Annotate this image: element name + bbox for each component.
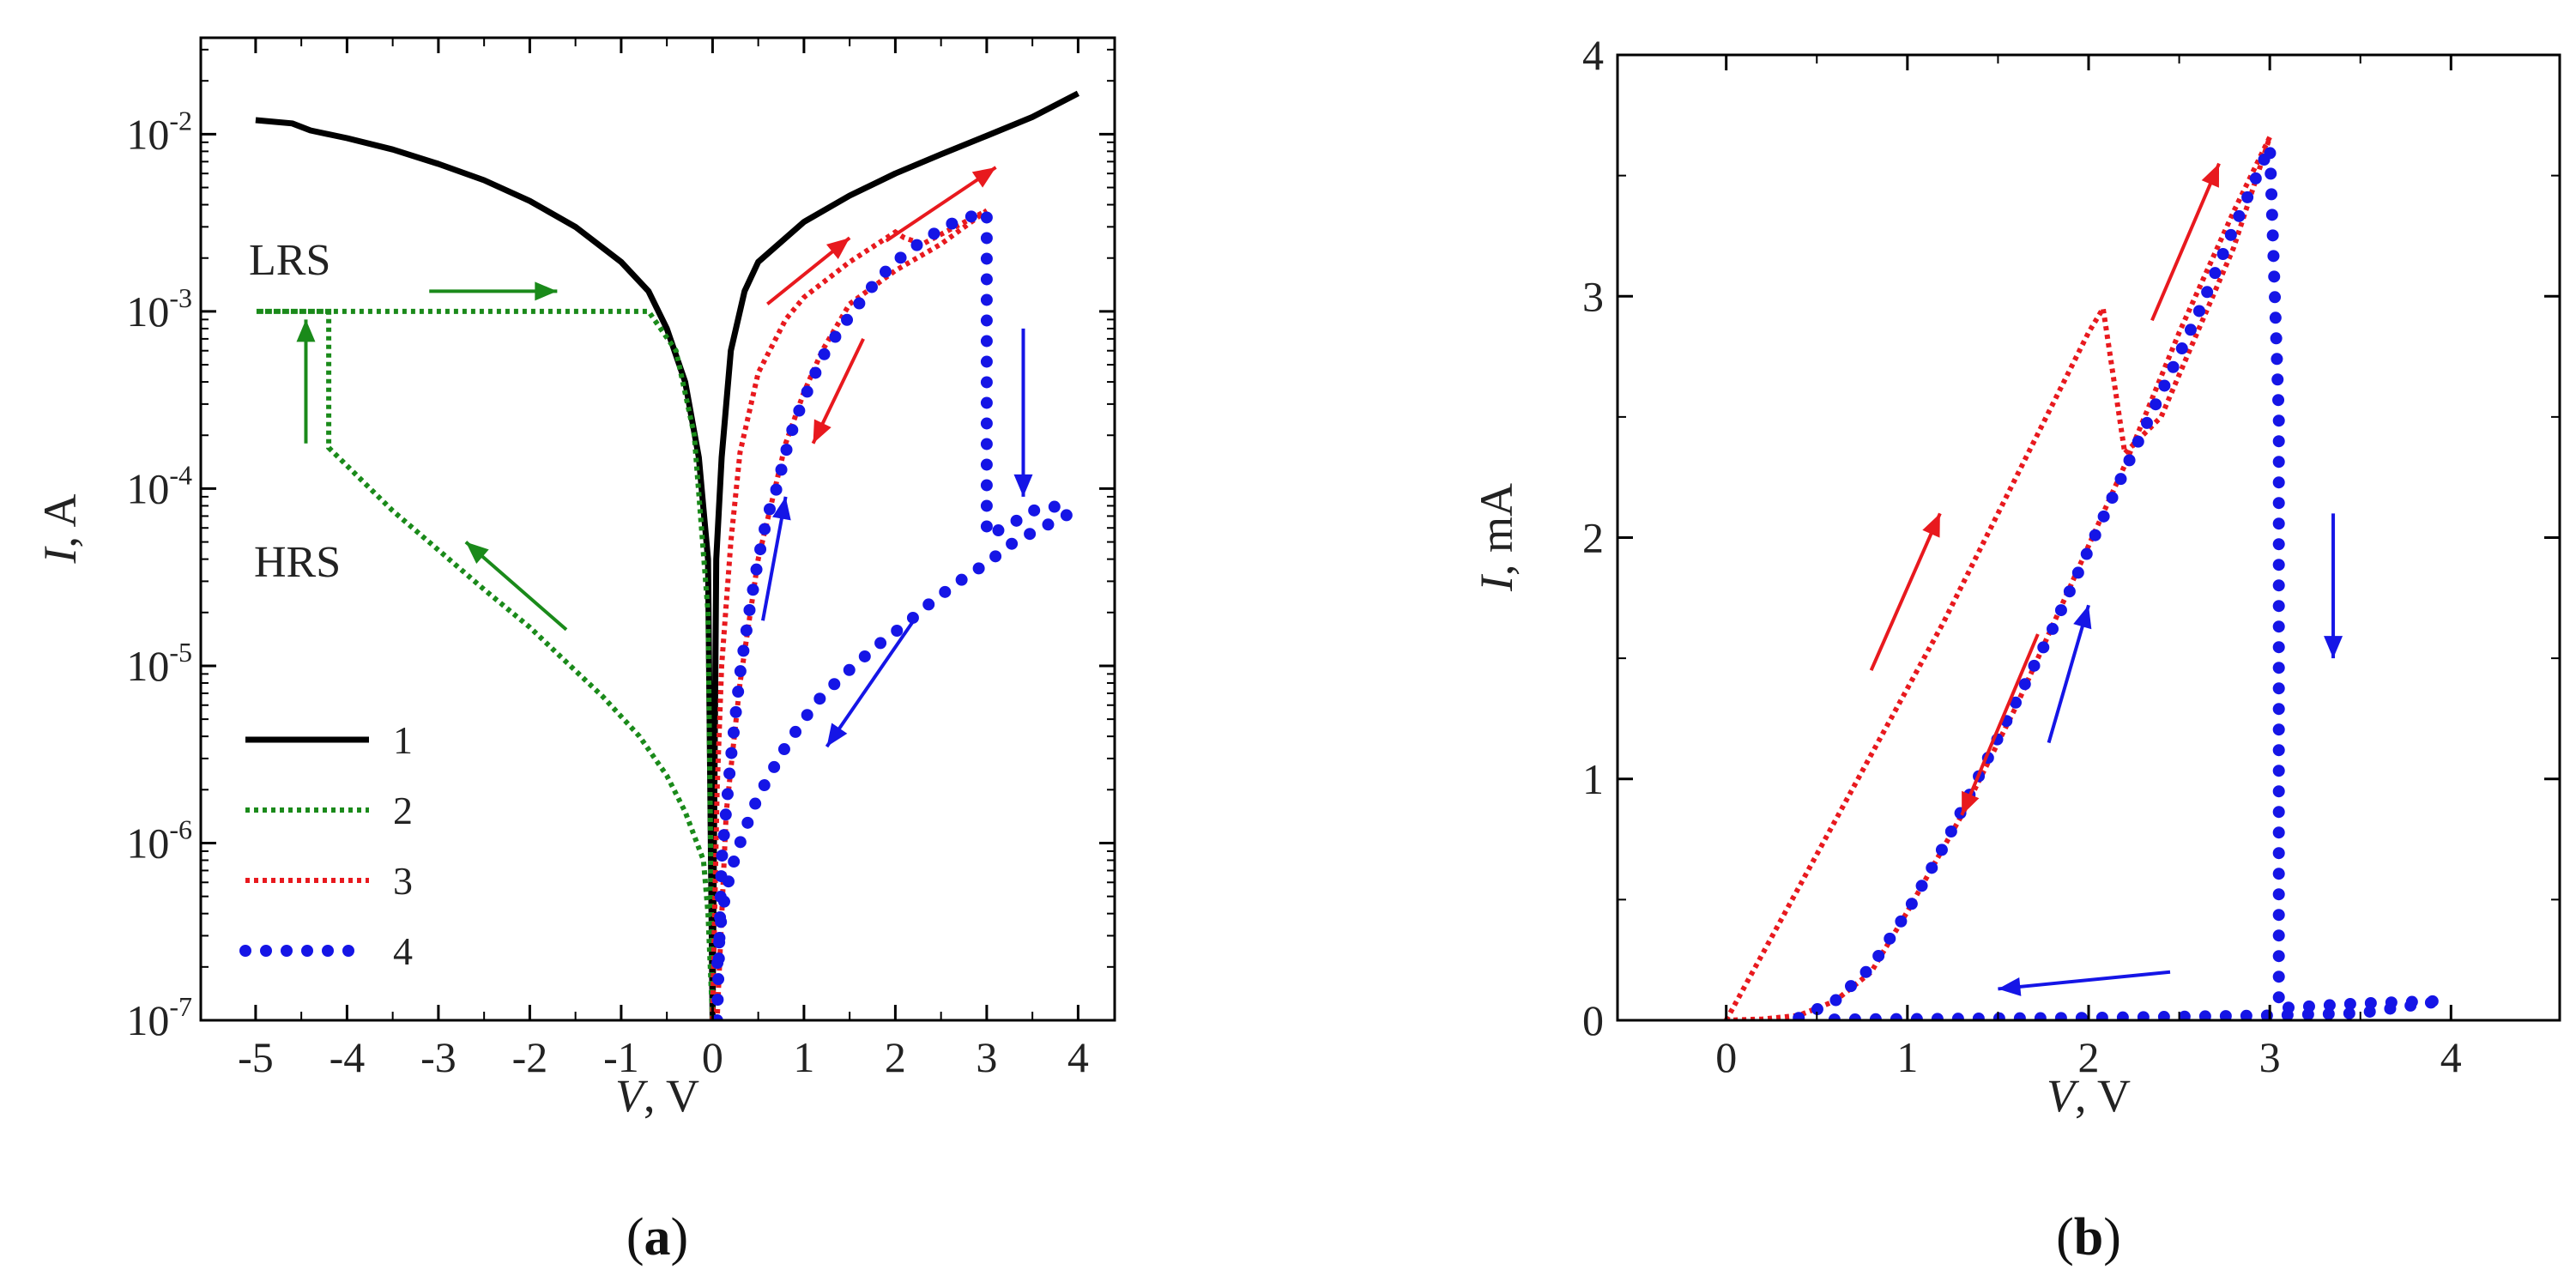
panel-b-x-tick-labels: 0 1 2 3 4 [1715, 1033, 2462, 1081]
panel-b-ticks [1618, 53, 2560, 1022]
panel-a-y-tick-label: 10-4 [126, 459, 192, 512]
legend-label-2: 2 [393, 789, 413, 832]
legend-label-1: 1 [393, 718, 413, 762]
legend-label-4: 4 [393, 929, 413, 973]
panel-a-arrow-7 [761, 496, 791, 621]
panel-a-x-tick-label: -5 [238, 1033, 274, 1081]
panel-a-x-tick-label: 1 [793, 1033, 814, 1081]
legend-entry-4: 4 [239, 929, 413, 973]
panel-b-y-tick-label: 3 [1582, 272, 1604, 320]
panel-b-y-tick-label: 4 [1582, 31, 1604, 79]
panel-a-series-3 [710, 208, 989, 1020]
panel-a-y-tick-label: 10-2 [126, 105, 192, 158]
panel-a-y-tick-label: 10-5 [126, 637, 192, 690]
panel-a-y-tick-label: 10-6 [126, 813, 192, 867]
panel-a-x-tick-label: -3 [420, 1033, 457, 1081]
legend-entry-2: 2 [245, 789, 413, 832]
panel-a-y-tick-label: 10-7 [126, 991, 192, 1044]
panel-b-x-tick-label: 4 [2440, 1033, 2462, 1081]
panel-a-arrow-9 [825, 620, 916, 748]
legend-label-3: 3 [393, 859, 413, 903]
panel-b-x-tick-label: 0 [1715, 1033, 1737, 1081]
panel-a-plot-area [255, 90, 1080, 1020]
panel-b-x-tick-label: 2 [2078, 1033, 2100, 1081]
panel-a-x-tick-label: 2 [885, 1033, 906, 1081]
panel-a-x-tick-label: -1 [603, 1033, 639, 1081]
panel-a-x-tick-label: 0 [702, 1033, 723, 1081]
panel-a-x-tick-label: 3 [976, 1033, 997, 1081]
panel-b-arrow-3 [1960, 633, 2040, 816]
panel-a-y-tick-labels: 10-7 10-6 10-5 10-4 10-3 10-2 [126, 105, 192, 1044]
panel-b-caption: (b) [2056, 1208, 2121, 1267]
panel-b-y-tick-labels: 0 1 2 3 4 [1582, 31, 1604, 1044]
legend-entry-3: 3 [245, 859, 413, 903]
panel-a-x-tick-label: -4 [330, 1033, 366, 1081]
legend-entry-1: 1 [245, 718, 413, 762]
panel-b-arrow-4 [2047, 604, 2092, 744]
panel-a-caption: (a) [626, 1208, 688, 1267]
panel-a-arrow-5 [885, 166, 997, 243]
panel-a-chart: -5 -4 -3 -2 -1 0 1 2 3 4 10-7 10-6 10-5 10-4 10-3 10-2… [34, 36, 1116, 1267]
panel-a-ticks [201, 38, 1115, 1022]
panel-b-arrow-1 [1869, 512, 1942, 671]
panel-b-x-tick-label: 3 [2259, 1033, 2281, 1081]
panel-a-y-tick-label: 10-3 [126, 282, 192, 336]
panel-b-series-3 [1724, 136, 2273, 1020]
panel-b-series-4 [1793, 144, 2443, 1020]
panel-b-y-axis-label: I, mA [1471, 483, 1522, 592]
panel-b-arrow-5 [2324, 513, 2343, 659]
annotation-lrs: LRS [249, 236, 330, 285]
panel-a-frame [199, 36, 1116, 1022]
panel-a-x-tick-label: -2 [512, 1033, 548, 1081]
panel-b-y-tick-label: 0 [1582, 996, 1604, 1044]
panel-b-x-axis-label: V, V [2047, 1070, 2131, 1122]
panel-b-chart: 0 1 2 3 4 0 1 2 3 4 V, V I, mA (b) [1471, 31, 2561, 1267]
panel-a-arrow-4 [766, 236, 851, 305]
panel-a-y-axis-label: I, A [34, 493, 86, 564]
panel-a-legend: 1 2 3 4 [239, 718, 413, 973]
panel-a-arrow-6 [811, 338, 865, 444]
panel-a-x-axis-label: V, V [615, 1070, 699, 1122]
panel-a-series-1 [255, 90, 1080, 1020]
panel-b-y-tick-label: 1 [1582, 755, 1604, 803]
panel-a-series-4 [711, 205, 1080, 1020]
panel-b-y-tick-label: 2 [1582, 514, 1604, 562]
panel-a-x-tick-labels: -5 -4 -3 -2 -1 0 1 2 3 4 [238, 1033, 1089, 1081]
panel-b-x-tick-label: 1 [1896, 1033, 1918, 1081]
annotation-hrs: HRS [254, 538, 341, 587]
panel-a-arrow-8 [1013, 328, 1033, 497]
panel-a-arrow-1 [429, 281, 558, 301]
panel-a-series-2 [255, 308, 716, 1020]
panel-b-arrow-6 [1998, 970, 2171, 996]
panel-a-arrow-3 [464, 541, 568, 632]
panel-b-frame [1616, 53, 2561, 1022]
panel-b-plot-area [1724, 136, 2443, 1020]
panel-a-arrow-2 [296, 319, 316, 444]
panel-a-x-tick-label: 4 [1067, 1033, 1089, 1081]
panel-b-arrow-2 [2150, 162, 2221, 322]
